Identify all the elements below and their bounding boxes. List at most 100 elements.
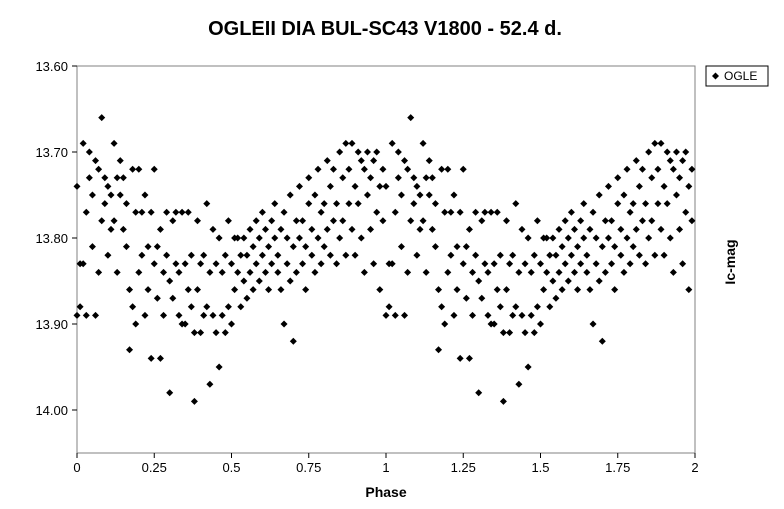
data-point [274, 251, 282, 259]
data-point [537, 260, 544, 268]
data-point [144, 243, 152, 251]
data-point [441, 320, 449, 328]
data-point [135, 165, 143, 173]
data-point [638, 165, 646, 173]
data-point [688, 165, 696, 173]
data-point [506, 329, 514, 337]
data-point [132, 208, 140, 216]
data-point [339, 217, 347, 225]
data-point [428, 225, 436, 233]
data-point [654, 200, 662, 208]
data-point [645, 148, 653, 156]
data-point [351, 251, 359, 259]
data-point [274, 268, 282, 276]
data-point [669, 268, 677, 276]
data-point [509, 311, 517, 319]
data-point [107, 225, 115, 233]
data-point [425, 157, 433, 165]
data-point [101, 200, 109, 208]
data-point [166, 389, 174, 397]
data-point [299, 217, 307, 225]
data-point [679, 260, 687, 268]
data-point [252, 217, 260, 225]
data-point [401, 157, 409, 165]
data-point [326, 251, 334, 259]
data-point [484, 268, 492, 276]
data-point [295, 234, 303, 242]
data-point [289, 337, 297, 345]
data-point [169, 294, 177, 302]
data-point [604, 234, 612, 242]
data-point [317, 208, 325, 216]
data-point [261, 268, 269, 276]
data-point [447, 208, 455, 216]
data-point [642, 260, 650, 268]
data-point [620, 191, 628, 199]
data-point [635, 251, 643, 259]
y-axis: 13.60 13.70 13.80 13.90 14.00 [35, 59, 77, 418]
y-tick-label: 13.60 [35, 59, 68, 74]
data-point [459, 165, 467, 173]
data-point [685, 182, 693, 190]
data-point [320, 243, 328, 251]
data-point [583, 268, 591, 276]
data-point [496, 303, 504, 311]
x-tick-label: 0 [73, 460, 80, 475]
data-point [481, 260, 489, 268]
legend-marker-diamond-icon [712, 72, 719, 80]
data-point [552, 294, 560, 302]
data-point [308, 251, 316, 259]
data-point [666, 234, 674, 242]
data-point [138, 251, 146, 259]
data-point [345, 200, 353, 208]
data-point [88, 243, 96, 251]
data-point [533, 217, 541, 225]
data-point [549, 234, 557, 242]
data-point [172, 260, 180, 268]
data-point [666, 157, 674, 165]
data-point [416, 225, 424, 233]
data-point [592, 234, 600, 242]
data-point [499, 329, 507, 337]
data-point [126, 286, 134, 294]
data-point [558, 243, 566, 251]
data-point [73, 311, 81, 319]
data-point [265, 243, 273, 251]
data-point [660, 182, 668, 190]
data-point [181, 260, 189, 268]
data-point [503, 286, 511, 294]
data-point [144, 286, 152, 294]
data-point [475, 277, 483, 285]
data-point [314, 234, 322, 242]
data-point [187, 303, 195, 311]
data-point [92, 311, 100, 319]
data-point [329, 217, 337, 225]
data-point [326, 182, 334, 190]
data-point [509, 251, 517, 259]
data-point [147, 354, 155, 362]
data-point [181, 320, 189, 328]
data-point [119, 174, 127, 182]
data-point [212, 260, 220, 268]
data-point [685, 286, 693, 294]
data-point [206, 380, 214, 388]
data-points [73, 114, 696, 405]
data-point [240, 234, 248, 242]
data-point [570, 268, 578, 276]
y-axis-label: Ic-mag [722, 239, 738, 284]
data-point [197, 260, 205, 268]
data-point [657, 225, 665, 233]
data-point [478, 217, 486, 225]
data-point [558, 286, 566, 294]
data-point [104, 251, 112, 259]
data-point [450, 191, 458, 199]
data-point [221, 329, 229, 337]
data-point [422, 268, 430, 276]
data-point [626, 208, 634, 216]
data-point [82, 311, 90, 319]
data-point [320, 200, 328, 208]
data-point [540, 286, 548, 294]
data-point [407, 114, 415, 122]
data-point [404, 268, 412, 276]
data-point [589, 320, 597, 328]
